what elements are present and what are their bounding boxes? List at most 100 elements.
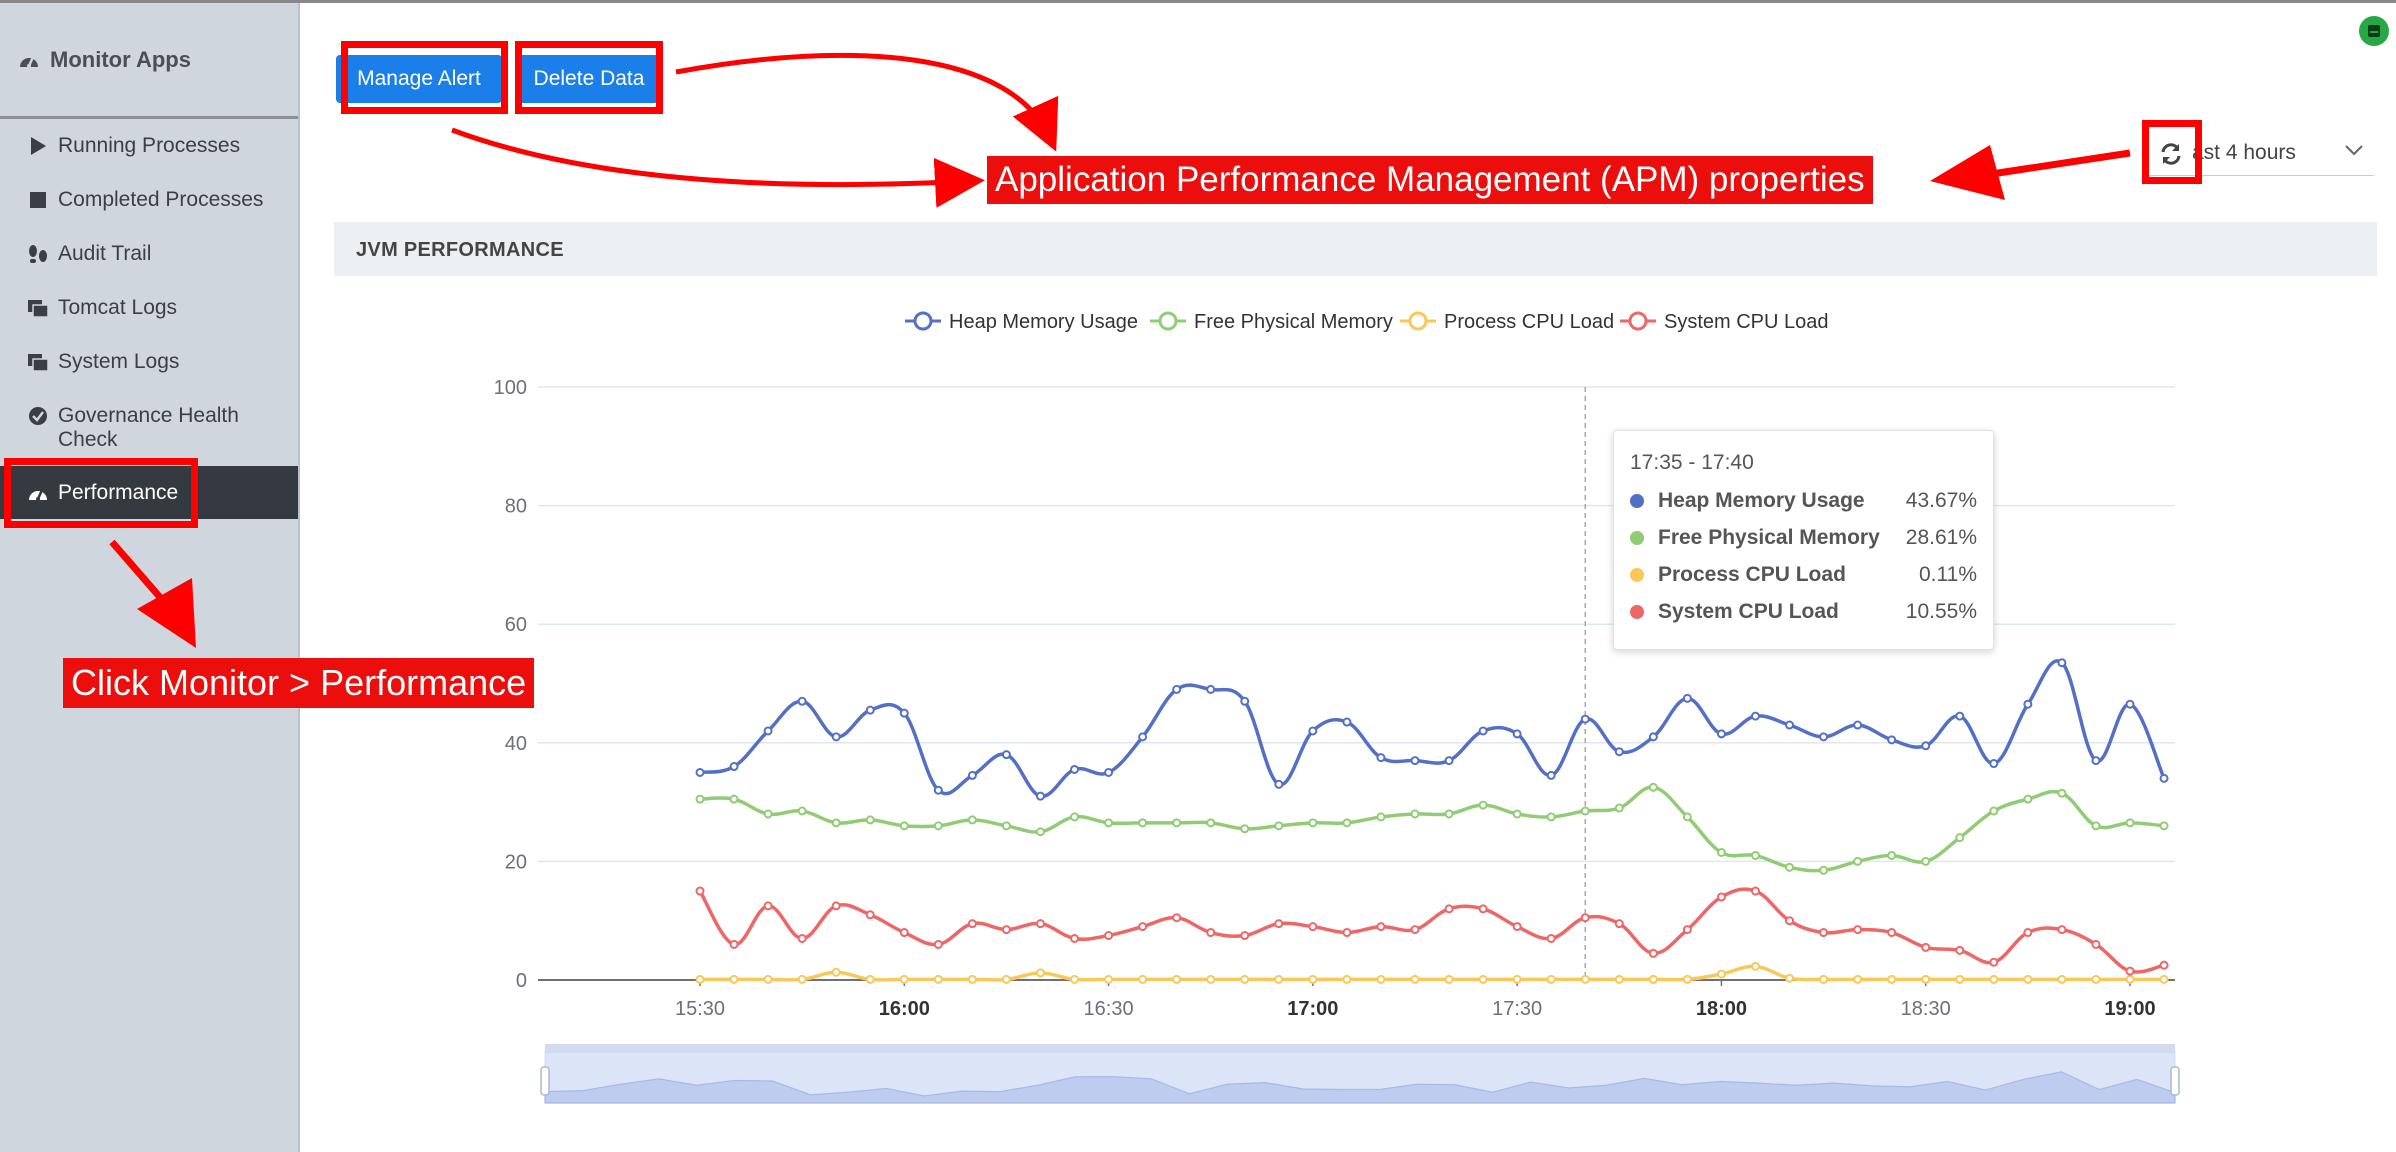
- legend-item[interactable]: Free Physical Memory: [1150, 311, 1393, 333]
- data-point[interactable]: [2091, 756, 2101, 766]
- delete-data-button[interactable]: Delete Data: [515, 55, 663, 103]
- data-point[interactable]: [1853, 925, 1863, 935]
- data-point[interactable]: [1512, 974, 1522, 984]
- data-point[interactable]: [1512, 922, 1522, 932]
- data-point[interactable]: [1955, 833, 1965, 843]
- data-point[interactable]: [1580, 913, 1590, 923]
- data-point[interactable]: [729, 794, 739, 804]
- data-point[interactable]: [1035, 827, 1045, 837]
- data-point[interactable]: [1750, 961, 1760, 971]
- data-point[interactable]: [1785, 862, 1795, 872]
- data-point[interactable]: [1512, 809, 1522, 819]
- data-point[interactable]: [1785, 973, 1795, 983]
- data-point[interactable]: [831, 967, 841, 977]
- data-point[interactable]: [1989, 759, 1999, 769]
- data-point[interactable]: [1989, 974, 1999, 984]
- zoom-move-bar[interactable]: [545, 1044, 2175, 1053]
- data-point[interactable]: [1614, 747, 1624, 757]
- data-point[interactable]: [1172, 684, 1182, 694]
- data-point[interactable]: [1070, 933, 1080, 943]
- data-point[interactable]: [1308, 818, 1318, 828]
- data-point[interactable]: [2125, 974, 2135, 984]
- data-point[interactable]: [763, 901, 773, 911]
- data-point[interactable]: [933, 939, 943, 949]
- data-point[interactable]: [2159, 960, 2169, 970]
- data-point[interactable]: [1104, 767, 1114, 777]
- data-point[interactable]: [1648, 732, 1658, 742]
- data-point[interactable]: [1478, 974, 1488, 984]
- data-point[interactable]: [2091, 939, 2101, 949]
- data-point[interactable]: [1580, 806, 1590, 816]
- data-point[interactable]: [1750, 711, 1760, 721]
- data-point[interactable]: [967, 815, 977, 825]
- data-point[interactable]: [1955, 974, 1965, 984]
- sidebar-item-running-processes[interactable]: Running Processes: [0, 134, 298, 158]
- data-point[interactable]: [1955, 711, 1965, 721]
- data-point[interactable]: [1001, 821, 1011, 831]
- data-point[interactable]: [1001, 750, 1011, 760]
- data-point[interactable]: [1138, 732, 1148, 742]
- data-point[interactable]: [1138, 818, 1148, 828]
- sidebar-item-governance-health-check[interactable]: Governance Health Check: [0, 404, 298, 452]
- data-point[interactable]: [2057, 658, 2067, 668]
- data-point[interactable]: [1274, 779, 1284, 789]
- data-point[interactable]: [1274, 974, 1284, 984]
- data-point[interactable]: [1478, 800, 1488, 810]
- data-point[interactable]: [695, 974, 705, 984]
- data-point[interactable]: [831, 732, 841, 742]
- data-point[interactable]: [1921, 942, 1931, 952]
- data-point[interactable]: [1070, 764, 1080, 774]
- data-point[interactable]: [1376, 812, 1386, 822]
- data-point[interactable]: [763, 974, 773, 984]
- data-point[interactable]: [1819, 865, 1829, 875]
- data-point[interactable]: [1138, 974, 1148, 984]
- data-point[interactable]: [729, 974, 739, 984]
- data-point[interactable]: [1206, 974, 1216, 984]
- data-point[interactable]: [1104, 974, 1114, 984]
- data-point[interactable]: [1546, 770, 1556, 780]
- data-point[interactable]: [1546, 974, 1556, 984]
- data-point[interactable]: [1819, 928, 1829, 938]
- data-point[interactable]: [1001, 974, 1011, 984]
- data-point[interactable]: [1648, 974, 1658, 984]
- data-point[interactable]: [1206, 684, 1216, 694]
- data-point[interactable]: [1614, 803, 1624, 813]
- data-point[interactable]: [1546, 812, 1556, 822]
- data-point[interactable]: [763, 726, 773, 736]
- data-point[interactable]: [1206, 928, 1216, 938]
- data-point[interactable]: [2125, 966, 2135, 976]
- legend-item[interactable]: Heap Memory Usage: [905, 311, 1138, 333]
- data-point[interactable]: [1478, 904, 1488, 914]
- data-point[interactable]: [729, 762, 739, 772]
- data-point[interactable]: [1342, 928, 1352, 938]
- data-point[interactable]: [1989, 806, 1999, 816]
- data-point[interactable]: [1614, 919, 1624, 929]
- data-point[interactable]: [2023, 699, 2033, 709]
- data-point[interactable]: [967, 919, 977, 929]
- data-point[interactable]: [1955, 945, 1965, 955]
- data-point[interactable]: [1444, 904, 1454, 914]
- data-point[interactable]: [695, 794, 705, 804]
- data-point[interactable]: [797, 933, 807, 943]
- data-point[interactable]: [1648, 948, 1658, 958]
- data-point[interactable]: [933, 974, 943, 984]
- data-point[interactable]: [1172, 974, 1182, 984]
- data-point[interactable]: [1887, 928, 1897, 938]
- data-point[interactable]: [1410, 809, 1420, 819]
- data-point[interactable]: [2023, 794, 2033, 804]
- data-point[interactable]: [2057, 788, 2067, 798]
- data-point[interactable]: [1342, 974, 1352, 984]
- data-point[interactable]: [1648, 782, 1658, 792]
- data-point[interactable]: [1750, 850, 1760, 860]
- data-point[interactable]: [865, 705, 875, 715]
- data-point[interactable]: [1308, 974, 1318, 984]
- data-point[interactable]: [831, 901, 841, 911]
- refresh-button[interactable]: [2151, 134, 2191, 174]
- data-point[interactable]: [1240, 696, 1250, 706]
- data-point[interactable]: [1716, 969, 1726, 979]
- legend-item[interactable]: System CPU Load: [1620, 311, 1829, 333]
- data-point[interactable]: [1342, 717, 1352, 727]
- data-point[interactable]: [2091, 821, 2101, 831]
- data-point[interactable]: [1274, 821, 1284, 831]
- data-point[interactable]: [797, 696, 807, 706]
